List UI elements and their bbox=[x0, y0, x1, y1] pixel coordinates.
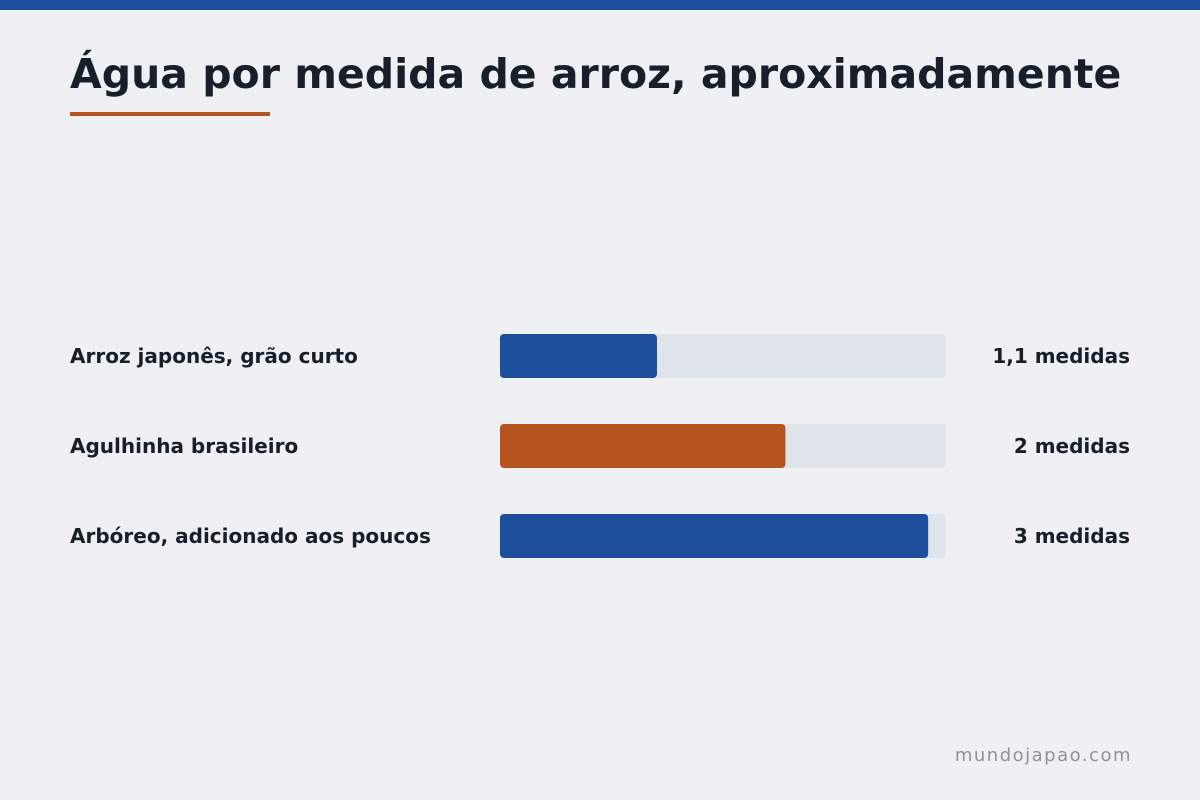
category-label: Arbóreo, adicionado aos poucos bbox=[70, 524, 431, 548]
title-underline bbox=[70, 112, 270, 116]
bar bbox=[500, 334, 657, 378]
page-title: Água por medida de arroz, aproximadament… bbox=[70, 50, 1122, 98]
value-label: 3 medidas bbox=[1014, 524, 1130, 548]
footer-source: mundojapao.com bbox=[954, 745, 1132, 766]
top-accent-bar bbox=[0, 0, 1200, 10]
bar bbox=[500, 424, 786, 468]
value-label: 2 medidas bbox=[1014, 434, 1130, 458]
category-label: Agulhinha brasileiro bbox=[70, 434, 298, 458]
category-label: Arroz japonês, grão curto bbox=[70, 344, 358, 368]
bar bbox=[500, 514, 929, 558]
value-label: 1,1 medidas bbox=[992, 344, 1130, 368]
